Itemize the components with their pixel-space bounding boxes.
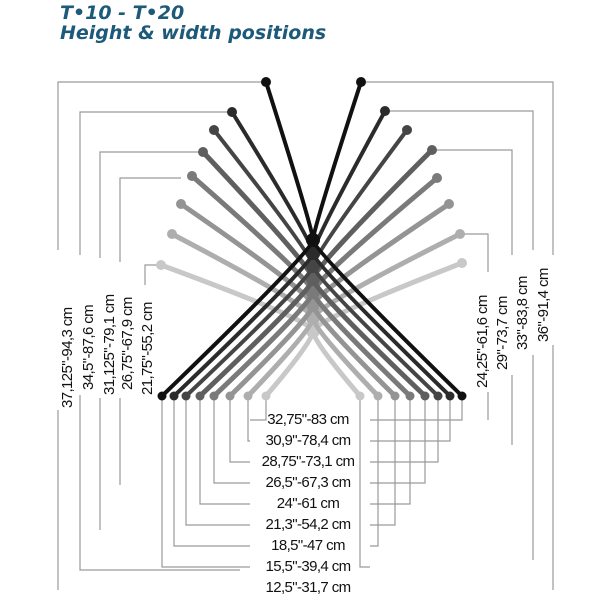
dimension-line — [79, 111, 232, 255]
rod-base-dot — [433, 391, 443, 401]
rod-base-dot — [390, 391, 400, 401]
right-height-label: 36"-91,4 cm — [535, 268, 552, 342]
left-height-label: 26,75"-67,9 cm — [119, 297, 136, 390]
dimension-line — [370, 400, 379, 547]
rod-base-dot — [157, 391, 167, 401]
left-height-label: 31,125"-79,1 cm — [101, 294, 118, 395]
rod-tip-dot — [176, 199, 186, 209]
dimension-line — [370, 400, 426, 484]
rod-tip-dot — [209, 125, 219, 135]
dimension-line — [432, 149, 513, 255]
rod-base-dot — [209, 391, 219, 401]
rod-tip-dot — [198, 147, 208, 157]
rod-tip-dot — [167, 229, 177, 239]
rod-base-dot — [261, 391, 271, 401]
diagram-subtitle: Height & width positions — [60, 22, 327, 44]
rod-base-dot — [225, 391, 235, 401]
dimension-line — [370, 400, 439, 463]
width-label: 15,5"-39,4 cm — [265, 558, 350, 575]
pivot-joint — [306, 233, 320, 247]
left-height-label: 37,125"-94,3 cm — [59, 307, 76, 408]
dimension-line — [144, 264, 161, 285]
rod-base-dot — [445, 391, 455, 401]
pivot-joint — [306, 259, 320, 273]
dimension-line — [370, 400, 463, 421]
dimension-line — [161, 400, 250, 568]
rod-base-dot — [243, 391, 253, 401]
width-label: 21,3"-54,2 cm — [265, 516, 350, 533]
width-label: 24"-61 cm — [277, 495, 340, 512]
dimension-line — [119, 177, 181, 262]
rod-base-dot — [181, 391, 191, 401]
left-height-label: 21,75"-55,2 cm — [139, 302, 156, 395]
rod-tip-dot — [427, 145, 437, 155]
rod-base-dot — [195, 391, 205, 401]
dimension-line — [213, 400, 250, 484]
rod-tip-dot — [402, 125, 412, 135]
pivot-joint — [306, 272, 320, 286]
dimension-line — [199, 400, 250, 505]
rod-tip-dot — [156, 260, 166, 270]
dimension-line — [229, 400, 250, 463]
rod-tip-dot — [444, 199, 454, 209]
rod-base-dot — [355, 391, 365, 401]
rod-tip-dot — [457, 258, 467, 268]
dimension-line — [99, 151, 203, 258]
dimension-line — [247, 400, 250, 442]
dimension-line — [173, 400, 250, 547]
left-height-label: 34,5"-87,6 cm — [80, 305, 97, 390]
right-height-label: 33"-83,8 cm — [514, 276, 531, 350]
rod-tip-dot — [356, 77, 366, 87]
width-label: 12,5"-31,7 cm — [265, 579, 350, 596]
dimension-labels: 37,125"-94,3 cm 34,5"-87,6 cm 31,125"-79… — [59, 268, 552, 408]
rod-base-dot — [373, 391, 383, 401]
dimension-line — [250, 400, 267, 421]
rod — [190, 174, 412, 398]
rod-base-dot — [169, 391, 179, 401]
rod-tip-dot — [187, 171, 197, 181]
dimension-line — [370, 400, 451, 442]
width-label: 30,9"-78,4 cm — [265, 432, 350, 449]
rods — [156, 77, 467, 401]
dimension-line — [361, 81, 554, 255]
dimension-line — [79, 395, 240, 571]
dimension-line — [370, 400, 411, 505]
rod-base-dot — [405, 391, 415, 401]
pivot-joint — [306, 246, 320, 260]
diagram-title: T•10 - T•20 — [60, 2, 185, 24]
width-label: 32,75"-83 cm — [267, 411, 349, 428]
width-label: 26,5"-67,3 cm — [265, 474, 350, 491]
width-label: 28,75"-73,1 cm — [262, 453, 355, 470]
dimension-line — [185, 400, 250, 526]
width-label: 18,5"-47 cm — [271, 537, 345, 554]
dimension-line — [359, 400, 370, 568]
dimension-line — [460, 233, 489, 272]
right-height-label: 29"-73,7 cm — [494, 296, 511, 370]
rod-tip-dot — [227, 107, 237, 117]
dimension-lines — [57, 81, 554, 590]
rod-tip-dot — [455, 229, 465, 239]
dimension-line — [57, 81, 266, 250]
rod-tip-dot — [432, 173, 442, 183]
rod-base-dot — [420, 391, 430, 401]
rod-base-dot — [457, 391, 467, 401]
rod-tip-dot — [261, 77, 271, 87]
rod-tip-dot — [380, 106, 390, 116]
dimension-line — [385, 110, 534, 250]
right-height-label: 24,25"-61,6 cm — [474, 295, 491, 388]
